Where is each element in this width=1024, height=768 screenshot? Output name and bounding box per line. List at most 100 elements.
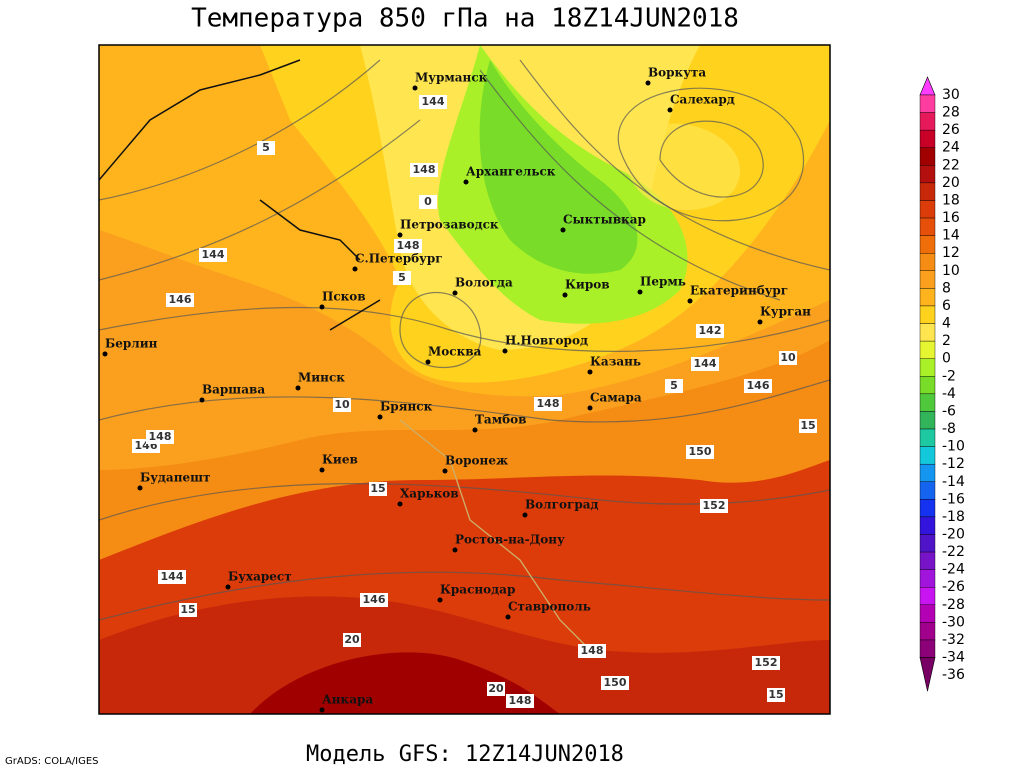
city-label: Харьков [400, 487, 459, 501]
city-label: Петрозаводск [400, 218, 499, 232]
city-label: Ростов-на-Дону [455, 533, 565, 547]
contour-label: 148 [509, 694, 532, 707]
colorbar-swatch [919, 112, 936, 131]
colorbar-swatch [919, 393, 936, 412]
contour-label: 148 [149, 430, 172, 443]
city-label: Псков [322, 290, 366, 304]
isotherm-label-box [333, 398, 351, 412]
isotherm-label-box [179, 603, 197, 617]
colorbar-swatch [919, 499, 936, 518]
colorbar-swatch [919, 481, 936, 500]
colorbar-swatch [919, 587, 936, 606]
colorbar-label: 20 [942, 175, 960, 191]
city-dot [452, 290, 458, 296]
map-field [99, 45, 830, 714]
city-dot [687, 298, 693, 304]
colorbar-label: -12 [942, 456, 965, 472]
isotherm-label: 5 [262, 141, 270, 154]
city-label: Пермь [640, 275, 686, 289]
contour-label-box [360, 593, 388, 607]
city-dot [502, 348, 508, 354]
colorbar-swatch [919, 340, 936, 359]
colorbar-label: -36 [942, 667, 965, 683]
city-label: Казань [590, 355, 641, 369]
contour-label: 144 [422, 95, 445, 108]
city-label: Киев [322, 453, 358, 467]
contour-label-box [158, 570, 186, 584]
colorbar-swatch [919, 323, 936, 342]
contour-label: 144 [202, 248, 225, 261]
colorbar-label: -8 [942, 421, 956, 437]
city-dot [442, 468, 448, 474]
city-dot [225, 584, 231, 590]
colorbar-label: 18 [942, 192, 960, 208]
city-label: Ставрополь [508, 600, 591, 614]
colorbar-label: 2 [942, 333, 951, 349]
colorbar-label: 22 [942, 157, 960, 173]
city-dot [463, 179, 469, 185]
city-dot [397, 232, 403, 238]
colorbar-swatch [919, 622, 936, 641]
isotherm-label-box [665, 379, 683, 393]
city-dot [587, 405, 593, 411]
colorbar-label: -32 [942, 632, 965, 648]
isotherm-label-box [369, 482, 387, 496]
city-label: Салехард [670, 93, 735, 107]
colorbar-label: 24 [942, 140, 960, 156]
isotherm-label: 5 [670, 379, 678, 392]
colorbar-swatch [919, 235, 936, 254]
contour-label: 144 [694, 357, 717, 370]
contour-label-box [752, 656, 780, 670]
city-label: Киров [565, 278, 610, 292]
colorbar-label: -6 [942, 403, 956, 419]
city-label: Тамбов [475, 413, 526, 427]
city-label: Сыктывкар [563, 213, 646, 227]
colorbar-label: 8 [942, 280, 951, 296]
colorbar-swatch [919, 516, 936, 535]
city-label: Брянск [380, 400, 433, 414]
isotherm-label-box [257, 141, 275, 155]
contour-label: 150 [604, 676, 627, 689]
colorbar-swatch [919, 463, 936, 482]
colorbar-label: -28 [942, 597, 965, 613]
colorbar-swatch [919, 129, 936, 148]
city-dot [645, 80, 651, 86]
credit: GrADS: COLA/IGES [5, 756, 99, 767]
colorbar-label: -20 [942, 527, 965, 543]
isotherm-label-box [487, 682, 505, 696]
city-dot [637, 289, 643, 295]
contour-label: 146 [169, 293, 192, 306]
isotherm-label: 10 [334, 398, 350, 411]
city-dot [472, 427, 478, 433]
contour-label: 142 [699, 324, 722, 337]
colorbar-swatch [919, 200, 936, 219]
contour-label: 150 [689, 445, 712, 458]
city-dot [137, 485, 143, 491]
colorbar-swatch [919, 534, 936, 553]
city-dot [397, 501, 403, 507]
city-dot [587, 369, 593, 375]
contour-label: 148 [537, 397, 560, 410]
colorbar-label: 26 [942, 122, 960, 138]
city-label: Краснодар [440, 583, 515, 597]
contour-label-box [410, 163, 438, 177]
colorbar-label: -4 [942, 386, 956, 402]
contour-label-box [686, 445, 714, 459]
colorbar-swatch [919, 288, 936, 307]
colorbar-label: -18 [942, 509, 965, 525]
city-label: Самара [590, 391, 642, 405]
city-dot [352, 266, 358, 272]
city-dot [437, 597, 443, 603]
city-label: Москва [428, 345, 482, 359]
city-dot [452, 547, 458, 553]
colorbar-label: -26 [942, 579, 965, 595]
isotherm-label: 5 [398, 271, 406, 284]
city-dot [425, 359, 431, 365]
colorbar-swatch [919, 411, 936, 430]
colorbar-label: 16 [942, 210, 960, 226]
city-dot [757, 319, 763, 325]
city-label: Бухарест [228, 570, 292, 584]
contour-label-box [199, 248, 227, 262]
city-label: Анкара [322, 693, 373, 707]
contour-label: 146 [363, 593, 386, 606]
